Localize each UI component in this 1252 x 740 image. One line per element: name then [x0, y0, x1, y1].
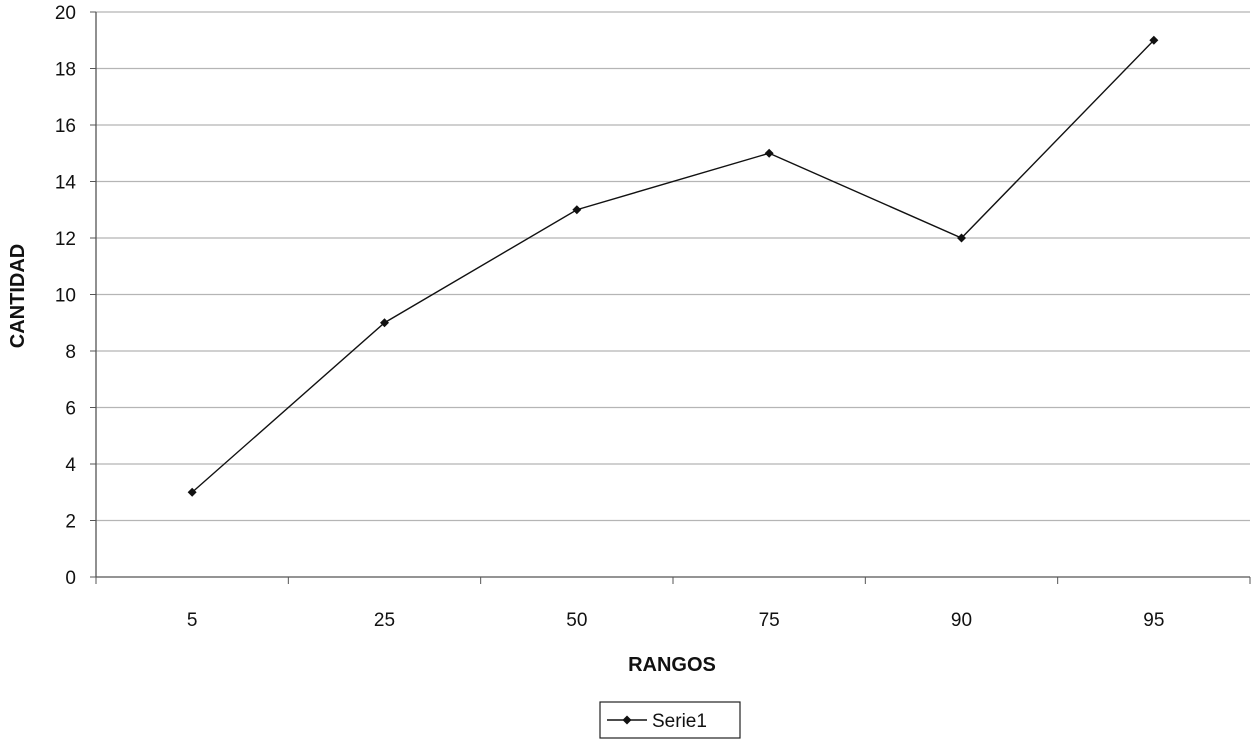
x-tick-label-75: 75	[759, 610, 780, 631]
data-point-50	[572, 205, 582, 215]
series-line-0	[191, 39, 1155, 493]
y-tick-label-2: 2	[65, 512, 76, 533]
y-tick-label-20: 20	[55, 3, 76, 24]
y-tick-label-16: 16	[55, 116, 76, 137]
x-tick-label-25: 25	[374, 610, 395, 631]
data-point-25	[380, 318, 389, 328]
x-tick-label-5: 5	[187, 610, 198, 631]
x-tick-label-95: 95	[1143, 610, 1164, 631]
gridlines	[96, 11, 1250, 522]
legend-label-serie1: Serie1	[652, 711, 707, 732]
x-tick-labels: 5 25 50 75 90 95	[187, 610, 1165, 631]
legend-diamond-marker	[622, 715, 632, 725]
x-tick-label-90: 90	[951, 610, 972, 631]
y-tick-labels: 0 2 4 6 8 10 12 14 16 18 20	[55, 3, 77, 589]
data-point-5	[187, 487, 197, 497]
y-tick-label-8: 8	[65, 342, 76, 363]
y-tick-label-10: 10	[55, 286, 76, 307]
data-point-90	[957, 233, 966, 243]
x-axis-title: RANGOS	[628, 654, 716, 676]
y-tick-label-4: 4	[65, 455, 76, 476]
y-tick-label-6: 6	[65, 399, 76, 420]
y-axis-title: CANTIDAD	[7, 244, 29, 348]
y-tick-label-0: 0	[65, 568, 76, 589]
data-point-75	[764, 148, 774, 158]
y-tick-label-18: 18	[55, 60, 76, 81]
legend: Serie1	[599, 701, 741, 739]
y-tick-label-12: 12	[55, 229, 76, 250]
data-point-95	[1149, 35, 1159, 45]
x-tick-label-50: 50	[566, 610, 587, 631]
axes	[90, 11, 1251, 584]
y-tick-label-14: 14	[55, 173, 77, 194]
series-layer	[187, 35, 1159, 497]
